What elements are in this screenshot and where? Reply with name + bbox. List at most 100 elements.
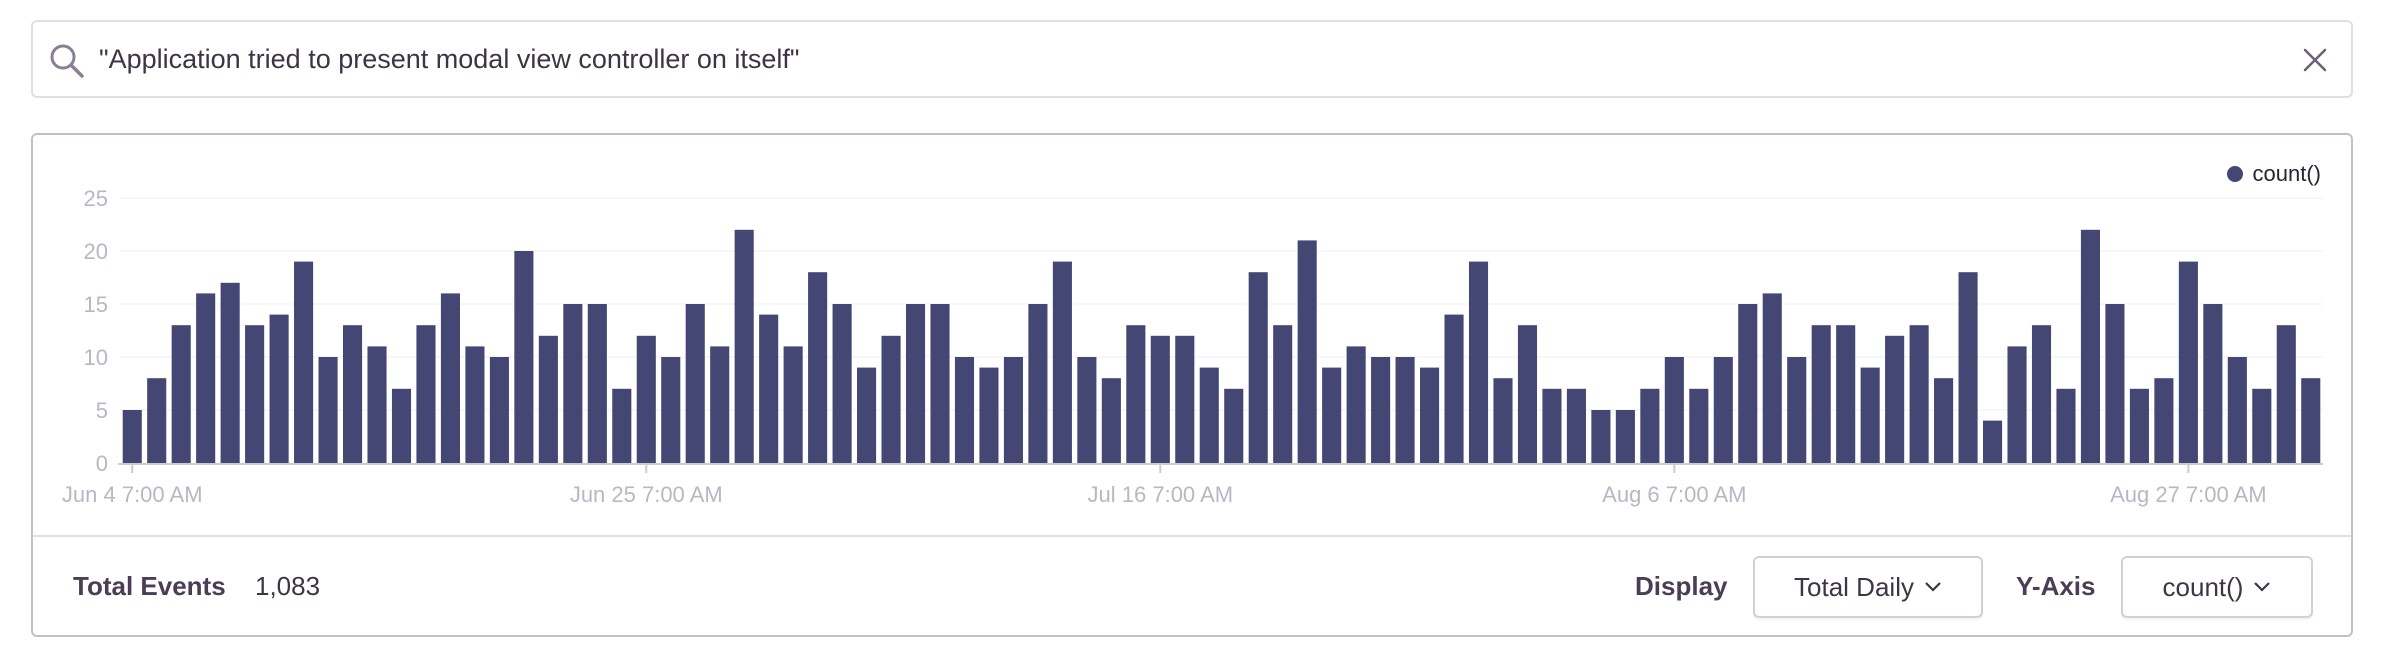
- bar: [1591, 410, 1611, 463]
- bar: [1885, 335, 1905, 463]
- bar: [1493, 378, 1513, 463]
- bar: [1101, 378, 1121, 463]
- bar: [1860, 367, 1880, 463]
- bar: [196, 293, 216, 463]
- legend-dot-icon: [2226, 166, 2243, 182]
- bar: [1297, 240, 1317, 463]
- bar: [2154, 378, 2174, 463]
- bar: [832, 304, 852, 463]
- bar: [1322, 367, 1342, 463]
- y-tick-label: 25: [84, 186, 108, 211]
- bar: [954, 357, 975, 463]
- y-tick-label: 0: [96, 451, 108, 476]
- bar: [1468, 261, 1489, 463]
- x-tick-label: Jul 16 7:00 AM: [1088, 482, 1234, 507]
- bar: [294, 261, 314, 463]
- y-tick-label: 15: [84, 292, 108, 317]
- bar: [514, 251, 534, 463]
- display-label: Display: [1635, 571, 1728, 601]
- search-icon: [50, 44, 84, 78]
- bar: [783, 346, 803, 463]
- bar: [1787, 357, 1807, 463]
- bar: [465, 346, 485, 463]
- bar: [661, 357, 681, 463]
- bar: [1542, 388, 1562, 463]
- yaxis-label: Y-Axis: [2016, 571, 2096, 601]
- bar: [1273, 325, 1293, 463]
- bar: [759, 314, 779, 463]
- chart-area: 0 5 10 15 20 25 Jun 4 7:00 AM Jun 25 7:00 AM Jul…: [33, 135, 2351, 535]
- bar: [1150, 335, 1170, 463]
- bar: [1126, 325, 1146, 463]
- bar: [2105, 304, 2125, 463]
- bar: [1664, 357, 1684, 463]
- bar: [1371, 357, 1391, 463]
- bar: [1003, 357, 1023, 463]
- bar: [563, 304, 583, 463]
- bar: [1836, 325, 1856, 463]
- bar: [391, 388, 412, 463]
- bar: [881, 335, 901, 463]
- bar: [1762, 293, 1782, 463]
- bar: [440, 293, 460, 463]
- bar: [1615, 410, 1635, 463]
- bar: [489, 357, 509, 463]
- bar: [1983, 420, 2003, 463]
- bar: [2227, 357, 2247, 463]
- search-bar[interactable]: "Application tried to present modal view…: [31, 20, 2353, 98]
- close-icon[interactable]: [2299, 44, 2331, 76]
- bar: [808, 272, 828, 463]
- x-tick-label: Aug 27 7:00 AM: [2110, 482, 2267, 507]
- bar: [122, 410, 142, 463]
- bar: [2301, 378, 2321, 463]
- bar: [2276, 325, 2296, 463]
- bar: [1028, 304, 1048, 463]
- total-events-value: 1,083: [255, 571, 321, 601]
- bar: [1077, 357, 1097, 463]
- bar: [2080, 229, 2101, 463]
- yaxis-value: count(): [2162, 571, 2244, 602]
- y-tick-label: 10: [84, 345, 108, 370]
- bar: [685, 304, 705, 463]
- bar: [979, 367, 999, 463]
- bar: [1346, 346, 1366, 463]
- display-dropdown[interactable]: Total Daily: [1753, 556, 1983, 618]
- bar: [1566, 388, 1586, 463]
- bar: [318, 357, 338, 463]
- bar: [710, 346, 730, 463]
- bar: [857, 367, 877, 463]
- bar: [1640, 388, 1660, 463]
- bar-chart: 0 5 10 15 20 25 Jun 4 7:00 AM Jun 25 7:00 AM Jul…: [62, 186, 2323, 507]
- bar: [269, 314, 289, 463]
- bar: [1224, 388, 1244, 463]
- bar: [1713, 357, 1733, 463]
- bar: [245, 325, 265, 463]
- chart-panel: 0 5 10 15 20 25 Jun 4 7:00 AM Jun 25 7:00 AM Jul…: [31, 133, 2353, 637]
- bar: [1444, 314, 1464, 463]
- bar: [1909, 325, 1929, 463]
- y-tick-label: 5: [96, 398, 108, 423]
- chart-legend[interactable]: count(): [2226, 159, 2321, 189]
- bar: [1517, 325, 1538, 463]
- bar: [1738, 304, 1758, 463]
- bar: [1958, 272, 1978, 463]
- chart-footer: Total Events 1,083 Display Total Daily Y…: [33, 535, 2351, 637]
- bar: [2178, 261, 2198, 463]
- bar: [147, 378, 167, 463]
- bar: [416, 325, 436, 463]
- bar: [2007, 346, 2027, 463]
- bar: [2031, 325, 2052, 463]
- legend-label: count(): [2252, 161, 2321, 186]
- bar: [1420, 367, 1440, 463]
- bar: [171, 325, 191, 463]
- search-input[interactable]: "Application tried to present modal view…: [99, 44, 800, 74]
- bar: [2056, 388, 2076, 463]
- y-tick-label: 20: [84, 239, 108, 264]
- x-tick-label: Aug 6 7:00 AM: [1602, 482, 1746, 507]
- bar: [2203, 304, 2223, 463]
- x-tick-label: Jun 25 7:00 AM: [570, 482, 723, 507]
- bar: [636, 335, 656, 463]
- bar: [1052, 261, 1072, 463]
- bar: [342, 325, 363, 463]
- yaxis-dropdown[interactable]: count(): [2121, 556, 2313, 618]
